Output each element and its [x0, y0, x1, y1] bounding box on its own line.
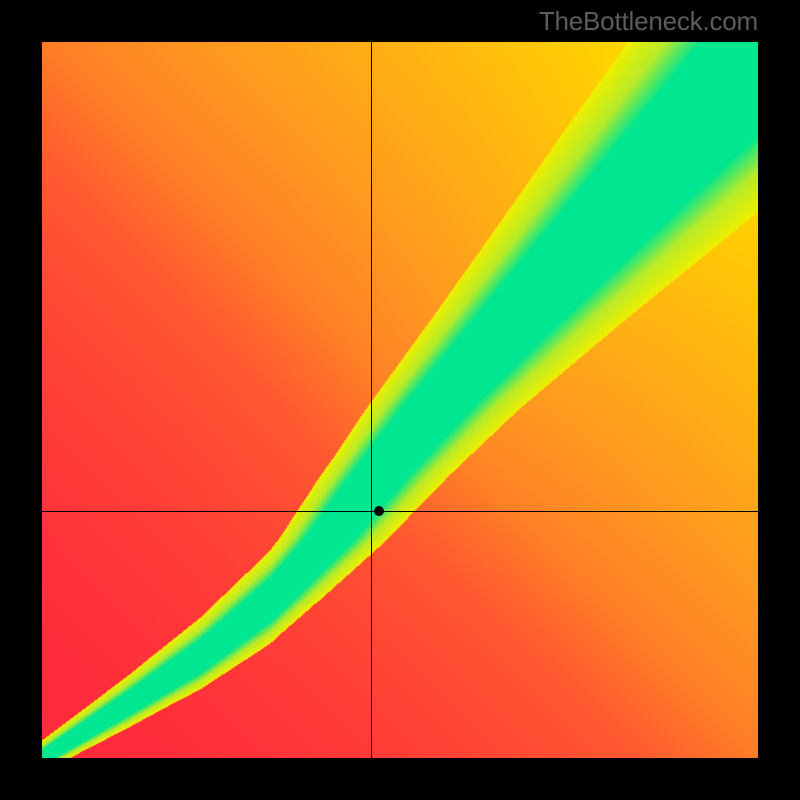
plot-area [42, 42, 758, 758]
marker-dot [374, 506, 384, 516]
crosshair-vertical [371, 42, 372, 758]
watermark-text: TheBottleneck.com [539, 6, 758, 37]
heatmap-canvas [42, 42, 758, 758]
crosshair-horizontal [42, 511, 758, 512]
